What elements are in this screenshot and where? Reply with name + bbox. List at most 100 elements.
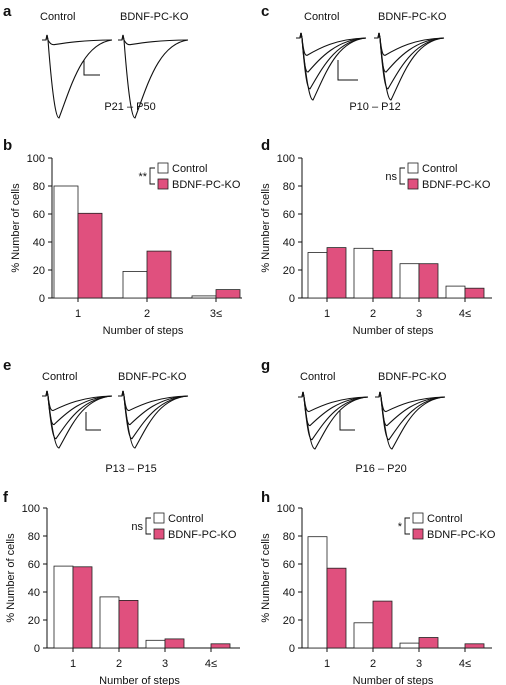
bar-control xyxy=(399,263,420,299)
trace-label-control: Control xyxy=(304,11,339,23)
legend-label-ko: BDNF-PC-KO xyxy=(168,529,237,541)
x-axis-label: Number of steps xyxy=(353,675,434,685)
panel-letter: c xyxy=(261,3,269,20)
trace-label-control: Control xyxy=(40,11,75,23)
y-tick-label: 40 xyxy=(33,237,45,249)
x-tick-label: 2 xyxy=(144,308,150,320)
x-tick-label: 3≤ xyxy=(210,308,222,320)
current-trace xyxy=(118,34,189,46)
current-trace xyxy=(374,32,445,90)
trace-panel-a: a Control BDNF-PC-KO P21 – P50 xyxy=(3,3,189,119)
legend-swatch-control xyxy=(153,512,165,524)
legend-swatch-control xyxy=(157,162,169,174)
current-traces xyxy=(118,34,189,119)
trace-panel-g: g Control BDNF-PC-KO P16 – P20 xyxy=(261,357,447,475)
legend-swatch-ko xyxy=(412,528,424,540)
age-label: P21 – P50 xyxy=(104,101,155,113)
bar-chart-d: d 0 20 40 60 80 100 % Number of cells 1 2 3 4≤ Numbe… xyxy=(260,137,492,337)
panel-letter: g xyxy=(261,357,270,374)
trace-label-ko: BDNF-PC-KO xyxy=(120,11,189,23)
bar-ko xyxy=(215,289,241,299)
current-trace xyxy=(42,390,113,412)
scale-bar xyxy=(85,412,101,431)
current-trace xyxy=(298,391,369,441)
legend: Control BDNF-PC-KO ns xyxy=(385,162,491,191)
y-tick-label: 40 xyxy=(28,587,40,599)
y-tick-label: 60 xyxy=(283,559,295,571)
bar-ko xyxy=(418,637,439,649)
panel-letter: d xyxy=(261,137,270,154)
significance-marker: ns xyxy=(385,171,397,183)
y-axis-label: % Number of cells xyxy=(260,183,272,273)
panel-letter: h xyxy=(261,489,270,506)
legend-label-control: Control xyxy=(168,513,203,525)
significance-bracket xyxy=(404,517,410,535)
current-trace xyxy=(42,390,113,440)
age-label: P10 – P12 xyxy=(349,101,400,113)
trace-panel-e: e Control BDNF-PC-KO P13 – P15 xyxy=(3,357,189,475)
x-tick-label: 4≤ xyxy=(205,658,217,670)
bar-control xyxy=(53,565,74,649)
x-tick-label: 1 xyxy=(324,658,330,670)
y-axis-label: % Number of cells xyxy=(5,533,17,623)
x-tick-label: 4≤ xyxy=(459,308,471,320)
current-trace xyxy=(374,32,445,56)
y-tick-label: 80 xyxy=(28,531,40,543)
current-trace xyxy=(375,391,446,413)
bar-control xyxy=(353,622,374,649)
y-tick-label: 20 xyxy=(283,615,295,627)
bar-control xyxy=(353,247,374,299)
y-tick-label: 0 xyxy=(34,643,40,655)
bar-control xyxy=(122,270,148,299)
x-tick-label: 1 xyxy=(70,658,76,670)
x-tick-label: 3 xyxy=(416,658,422,670)
x-tick-label: 2 xyxy=(370,658,376,670)
legend: Control BDNF-PC-KO ** xyxy=(138,162,241,191)
bar-ko xyxy=(464,287,485,299)
trace-label-ko: BDNF-PC-KO xyxy=(378,371,447,383)
legend-swatch-ko xyxy=(407,178,419,190)
y-tick-label: 100 xyxy=(22,503,40,515)
current-trace xyxy=(118,390,189,412)
bar-chart-b: b 0 20 40 60 80 100 % Number of cells 1 2 3≤ Number… xyxy=(3,137,242,337)
trace-label-control: Control xyxy=(42,371,77,383)
y-tick-label: 80 xyxy=(33,181,45,193)
x-axis-label: Number of steps xyxy=(103,325,184,337)
y-tick-label: 0 xyxy=(39,293,45,305)
bar-control xyxy=(191,295,217,299)
significance-bracket xyxy=(399,167,405,185)
current-trace xyxy=(42,34,113,46)
x-tick-label: 1 xyxy=(324,308,330,320)
legend-swatch-ko xyxy=(153,528,165,540)
legend: Control BDNF-PC-KO ns xyxy=(131,512,237,541)
scale-bar xyxy=(337,60,358,81)
current-traces xyxy=(298,391,369,450)
x-tick-label: 4≤ xyxy=(459,658,471,670)
legend-label-ko: BDNF-PC-KO xyxy=(172,179,241,191)
legend-swatch-control xyxy=(412,512,424,524)
panel-letter: f xyxy=(3,489,9,506)
legend-label-control: Control xyxy=(172,163,207,175)
significance-marker: ** xyxy=(138,171,147,183)
bar-ko xyxy=(418,263,439,299)
y-tick-label: 100 xyxy=(277,153,295,165)
current-trace xyxy=(298,391,369,413)
scale-bar xyxy=(83,60,100,76)
bar-ko xyxy=(326,567,347,649)
y-axis-label: % Number of cells xyxy=(260,533,272,623)
y-tick-label: 0 xyxy=(289,643,295,655)
bar-ko xyxy=(326,247,347,299)
bar-chart-h: h 0 20 40 60 80 100 % Number of cells 1 2 3 4≤ Numbe… xyxy=(260,489,496,685)
current-traces xyxy=(296,32,367,101)
current-trace xyxy=(375,391,446,450)
current-traces xyxy=(374,32,445,101)
bar-control xyxy=(399,642,420,649)
bar-control xyxy=(53,185,79,299)
x-tick-label: 2 xyxy=(370,308,376,320)
significance-bracket xyxy=(145,517,151,535)
bar-ko xyxy=(210,643,231,649)
x-axis-label: Number of steps xyxy=(99,675,180,685)
current-trace xyxy=(298,391,369,450)
significance-marker: ns xyxy=(131,521,143,533)
y-tick-label: 80 xyxy=(283,531,295,543)
